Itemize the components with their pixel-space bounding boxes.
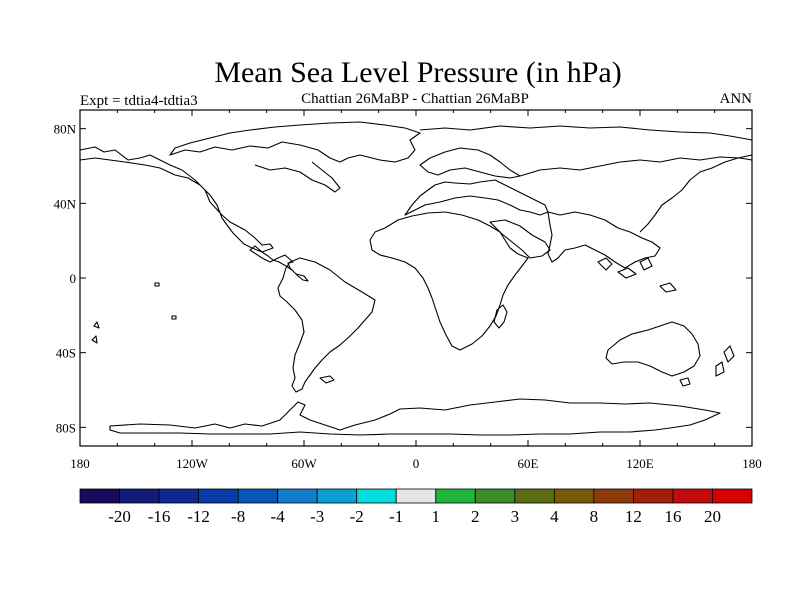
coastline-north-america [79,146,309,282]
axis-ticks: 80N 40N 0 40S 80S 180 120W 60W 0 60E 120E 180 [54,110,762,471]
lat-tick-label: 0 [70,271,77,286]
lat-tick-label: 40S [56,346,76,361]
experiment-label: Expt = tdtia4-tdtia3 [80,93,198,109]
colorbar: -20 -16 -12 -8 -4 -3 -2 -1 1 2 3 4 8 12 16 20 [79,488,753,526]
coastline-north-asia [519,156,753,177]
colorbar-label: -4 [271,507,286,526]
colorbar-label: -12 [187,507,210,526]
map-frame [79,109,753,447]
colorbar-label: -3 [310,507,324,526]
coastline-europe [404,179,549,216]
coastline-madagascar [493,304,508,329]
colorbar-label: -1 [389,507,403,526]
colorbar-box [474,488,516,504]
colorbar-box [198,488,239,504]
colorbar-box [356,488,397,504]
colorbar-label: 20 [704,507,721,526]
lat-tick-label: 80N [54,122,77,137]
coastline-pacific-islands [91,282,177,344]
colorbar-box [593,488,634,504]
colorbar-label: 12 [625,507,642,526]
colorbar-box [158,488,199,504]
colorbar-box [119,488,160,504]
colorbar-box [712,488,753,504]
lon-tick-label: 60W [291,456,317,471]
colorbar-box [435,488,476,504]
colorbar-label: -20 [108,507,131,526]
colorbar-label: -8 [231,507,245,526]
colorbar-label: -16 [148,507,171,526]
colorbar-box [277,488,318,504]
colorbar-box [237,488,279,504]
colorbar-label: -2 [350,507,364,526]
coastline-east-asia [639,154,753,233]
lon-tick-label: 180 [742,456,762,471]
colorbar-box [553,488,595,504]
lon-tick-label: 0 [413,456,420,471]
coastline-siberia [419,125,753,141]
lon-tick-label: 120W [176,456,209,471]
colorbar-box [79,488,120,504]
lon-tick-label: 120E [626,456,654,471]
colorbar-box [633,488,674,504]
colorbar-label: 4 [550,507,559,526]
colorbar-label: 2 [471,507,480,526]
colorbar-label: 1 [432,507,441,526]
lat-tick-label: 80S [56,420,76,435]
coastline-hudson-coast [254,161,341,193]
coastline-indonesia [597,257,677,293]
coastline-antarctica [109,398,721,436]
colorbar-box [672,488,713,504]
season-label: ANN [720,91,753,107]
coastline-africa [369,211,529,351]
coastline-south-america [277,257,376,393]
coastline-falklands [319,375,335,384]
colorbar-box [395,488,437,504]
coastlines [79,121,753,436]
colorbar-box [316,488,358,504]
coastline-tasmania [679,377,691,387]
colorbar-label: 8 [590,507,599,526]
map-panel [79,109,753,447]
colorbar-box [514,488,555,504]
colorbar-label: 3 [511,507,520,526]
coastline-arctic-canada [169,121,421,163]
coastline-asia [547,211,661,269]
lon-tick-label: 180 [70,456,90,471]
coastline-new-zealand [715,345,735,377]
map-title: Mean Sea Level Pressure (in hPa) [214,56,621,89]
lat-tick-label: 40N [54,196,77,211]
period-label: Chattian 26MaBP - Chattian 26MaBP [301,91,529,107]
coastline-australia [605,321,701,377]
colorbar-label: 16 [664,507,681,526]
lon-tick-label: 60E [518,456,539,471]
coastline-arabia [489,219,551,259]
